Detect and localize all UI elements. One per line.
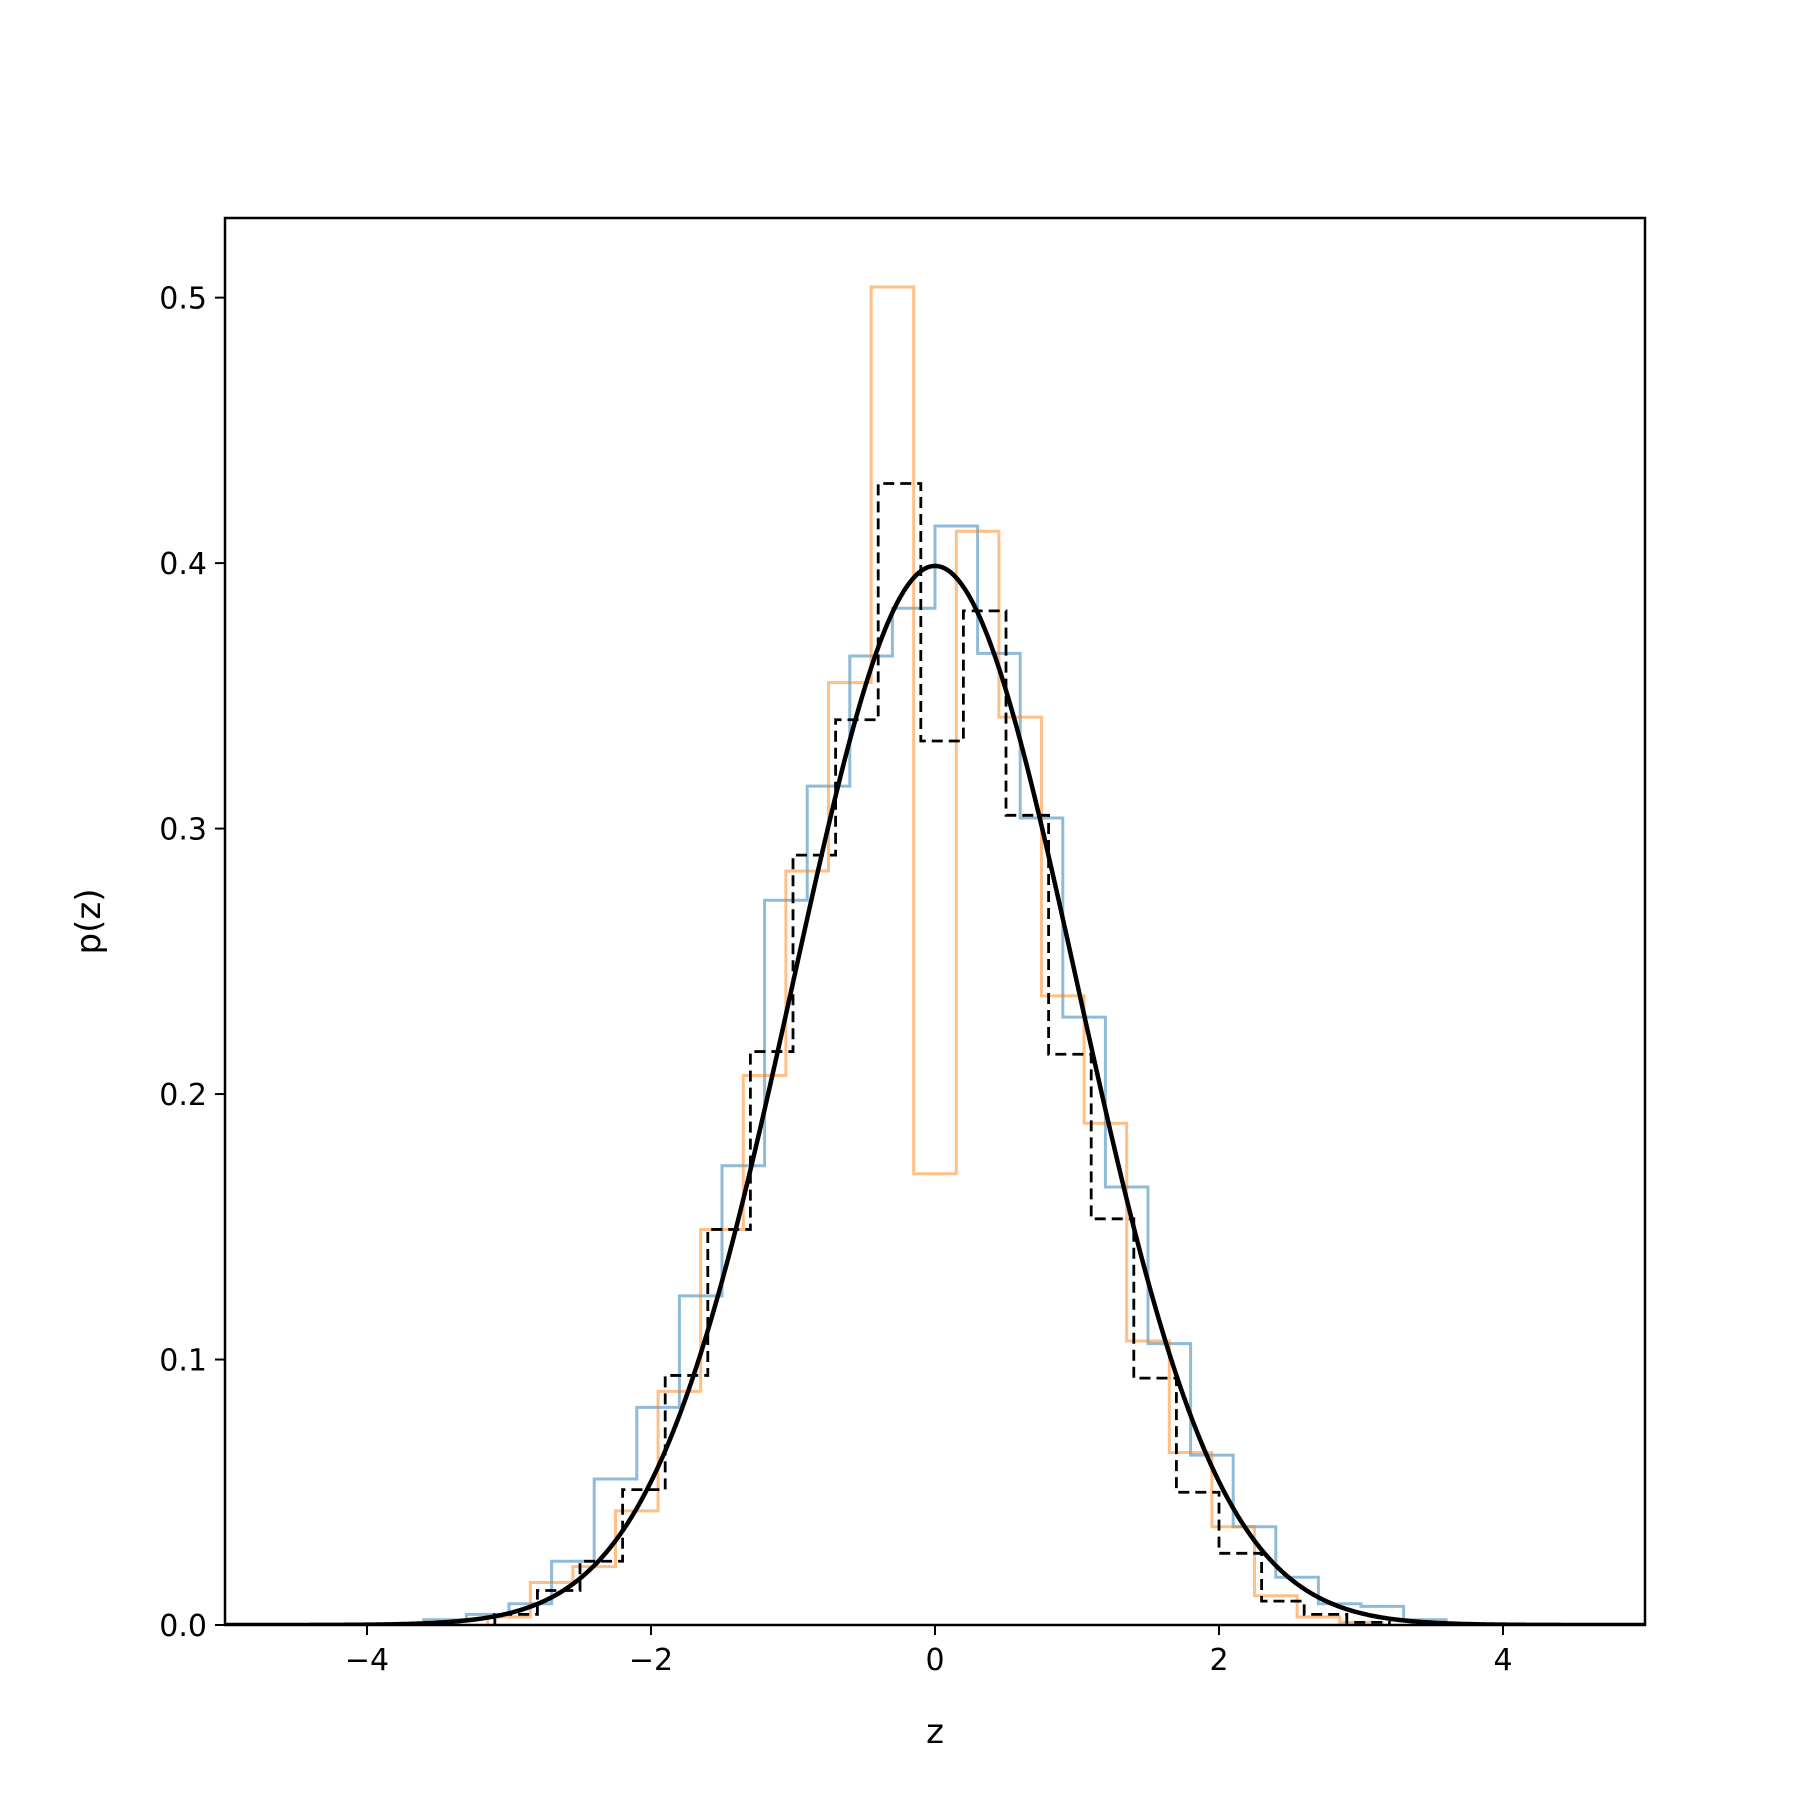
y-axis: 0.0 0.1 0.2 0.3 0.4 0.5 [159, 282, 225, 1644]
histogram-outline-2 [486, 285, 1384, 1625]
y-tick-label: 0.5 [159, 282, 207, 317]
y-tick-label: 0.4 [159, 547, 207, 582]
y-tick-label: 0.1 [159, 1344, 207, 1379]
histogram-bin [793, 855, 836, 1625]
x-axis-label: z [926, 1712, 944, 1752]
histogram-bin [963, 611, 1006, 1625]
histogram-bin [836, 720, 879, 1625]
axes-frame [223, 216, 1647, 1627]
histogram-bin [1042, 996, 1085, 1625]
histogram-series-3 [493, 482, 1391, 1625]
y-axis-label: p(z) [69, 889, 109, 955]
histogram-bin [573, 1567, 616, 1625]
x-tick-label: −4 [345, 1643, 389, 1678]
plot-area [225, 285, 1645, 1625]
histogram-bin [914, 1174, 957, 1625]
histogram-bin [978, 653, 1021, 1625]
x-axis: −4 −2 0 2 4 [345, 1625, 1513, 1678]
y-tick-label: 0.3 [159, 813, 207, 848]
histogram-bin [807, 786, 850, 1625]
histogram-bin [850, 656, 893, 1625]
y-tick-label: 0.0 [159, 1609, 207, 1644]
x-tick-label: 2 [1209, 1643, 1228, 1678]
histogram-bin [708, 1229, 751, 1625]
y-tick-label: 0.2 [159, 1078, 207, 1113]
histogram-bin [1049, 1054, 1092, 1625]
histogram-bin [665, 1375, 708, 1625]
x-tick-label: 4 [1493, 1643, 1512, 1678]
histogram-series-2 [486, 285, 1384, 1625]
x-tick-label: −2 [629, 1643, 673, 1678]
histogram-outline-1 [422, 524, 1448, 1625]
histogram-bin [722, 1166, 765, 1625]
histogram-bin [1127, 1341, 1170, 1625]
normal-pdf-curve [225, 563, 1645, 1625]
histogram-bin [658, 1391, 701, 1625]
histogram-series-1 [422, 524, 1448, 1625]
histogram-outline-3 [493, 482, 1391, 1625]
x-tick-label: 0 [925, 1643, 944, 1678]
histogram-bin [999, 717, 1042, 1625]
